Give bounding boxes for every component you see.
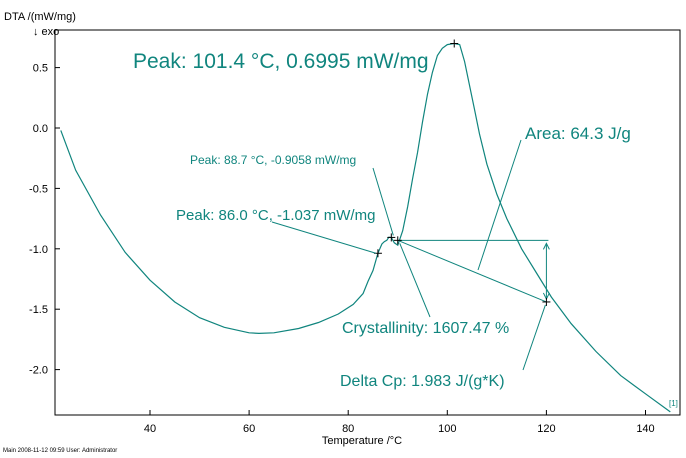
annotation-crystallinity: Crystallinity: 1607.47 % bbox=[342, 320, 509, 337]
leader-crystallinity bbox=[399, 243, 431, 318]
area-baseline bbox=[397, 239, 547, 303]
leader-area bbox=[477, 139, 522, 271]
x-tick-label: 60 bbox=[243, 423, 255, 435]
y-tick-label: -2.0 bbox=[29, 365, 48, 377]
x-tick-label: 40 bbox=[144, 423, 156, 435]
y-tick-label: 0.0 bbox=[33, 123, 48, 135]
leader-peak-88 bbox=[372, 167, 394, 236]
curve-tag: [1] bbox=[669, 399, 678, 408]
annotation-delta-cp: Delta Cp: 1.983 J/(g*K) bbox=[340, 373, 505, 390]
annotation-main-peak: Peak: 101.4 °C, 0.6995 mW/mg bbox=[133, 50, 429, 73]
annotation-peak-86: Peak: 86.0 °C, -1.037 mW/mg bbox=[176, 207, 375, 224]
delta-cp-arrow-head-top bbox=[542, 242, 550, 250]
y-tick-label: -1.5 bbox=[29, 304, 48, 316]
x-tick-label: 100 bbox=[438, 423, 456, 435]
footer-info: Main 2008-11-12 09:59 User: Administrato… bbox=[3, 448, 117, 454]
plot-frame bbox=[54, 29, 681, 416]
y-tick-label: 0.5 bbox=[33, 63, 48, 75]
leader-peak-86 bbox=[271, 221, 377, 254]
annotation-leader-lines bbox=[271, 139, 546, 371]
peak-markers bbox=[373, 39, 551, 306]
y-axis-ticks: 0.5 0.0 -0.5 -1.0 -1.5 -2.0 bbox=[29, 63, 60, 377]
x-tick-label: 140 bbox=[636, 423, 654, 435]
y-tick-label: -1.0 bbox=[29, 244, 48, 256]
x-axis-ticks: 40 60 80 100 120 140 bbox=[144, 410, 655, 435]
annotation-peak-88: Peak: 88.7 °C, -0.9058 mW/mg bbox=[190, 153, 356, 167]
y-tick-label: -0.5 bbox=[29, 183, 48, 195]
dta-curve bbox=[60, 42, 671, 413]
leader-delta-cp bbox=[522, 304, 546, 371]
x-axis-title: Temperature /°C bbox=[322, 435, 402, 447]
annotation-area: Area: 64.3 J/g bbox=[525, 124, 631, 143]
y-axis-title: DTA /(mW/mg) bbox=[4, 11, 76, 23]
y-axis-subtitle: ↓ exo bbox=[33, 26, 59, 38]
x-tick-label: 80 bbox=[342, 423, 354, 435]
x-tick-label: 120 bbox=[537, 423, 555, 435]
